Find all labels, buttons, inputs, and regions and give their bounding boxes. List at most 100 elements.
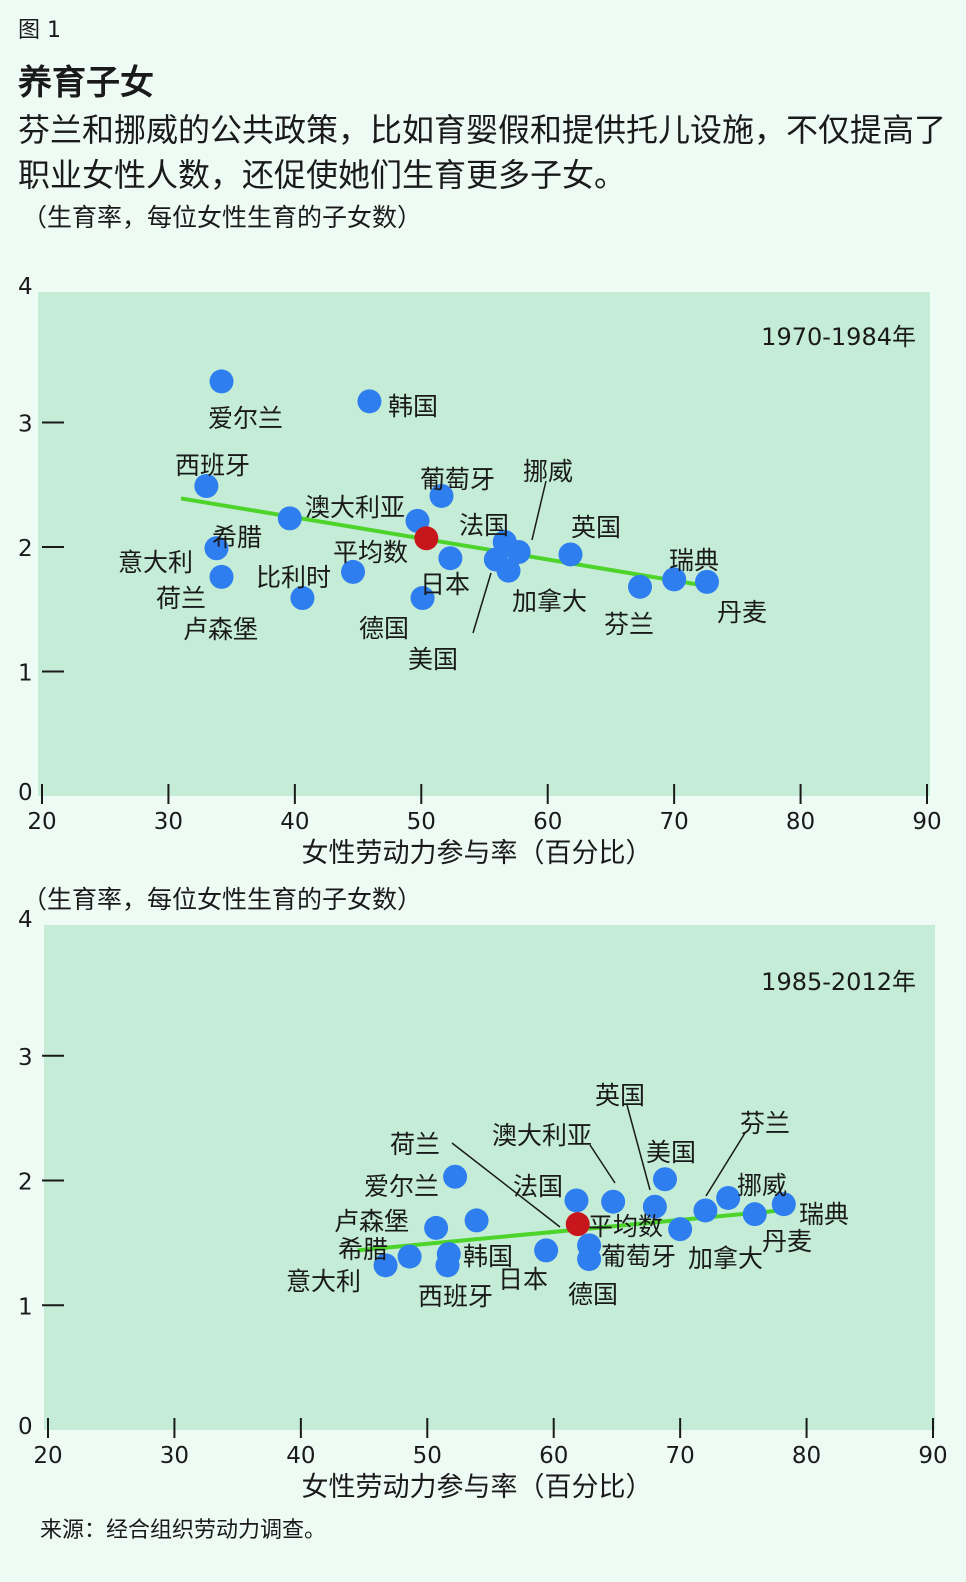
chart1-point-label: 荷兰	[156, 584, 206, 613]
chart-1970-1984: 0 1 2 3 4 20 30 40 50 60 70 80 90 女性劳动力参与率（百分比） 1970-1…	[18, 274, 942, 869]
chart2-x-tick-label: 50	[413, 1443, 442, 1469]
chart2-point-country	[373, 1253, 398, 1278]
chart1-x-tick-label: 60	[533, 809, 562, 835]
chart1-x-tick-label: 80	[786, 809, 815, 835]
chart1-point-country	[558, 542, 583, 567]
chart2-x-tick-label: 40	[286, 1443, 315, 1469]
chart2-point-label: 西班牙	[418, 1282, 493, 1311]
chart1-point-label: 丹麦	[717, 598, 767, 627]
chart1-point-label: 韩国	[388, 392, 438, 421]
figure-label: 图 1	[18, 18, 61, 43]
chart1-trend-line	[180, 496, 713, 589]
chart1-period-label: 1970-1984年	[761, 323, 916, 351]
chart2-point-country	[642, 1194, 667, 1219]
chart1-x-tick-label: 70	[660, 809, 689, 835]
chart1-x-axis-label: 女性劳动力参与率（百分比）	[302, 838, 653, 869]
chart1-point-average	[414, 526, 439, 551]
chart2-point-country	[464, 1208, 489, 1233]
chart1-y-tick-label: 3	[18, 412, 33, 438]
chart2-point-country	[716, 1185, 741, 1210]
chart1-point-country	[204, 536, 229, 561]
chart1-point-label: 西班牙	[175, 451, 250, 480]
chart1-point-country	[438, 546, 463, 571]
chart2-point-label: 澳大利亚	[492, 1121, 592, 1150]
chart1-leader-line	[472, 572, 492, 634]
chart2-point-label: 希腊	[338, 1235, 388, 1264]
chart1-point-label: 加拿大	[512, 587, 587, 616]
chart2-point-country	[652, 1167, 677, 1192]
chart2-x-tick-label: 80	[792, 1443, 821, 1469]
chart2-point-country	[436, 1242, 461, 1267]
chart1-x-tick-label: 20	[27, 809, 56, 835]
chart1-point-label: 意大利	[118, 548, 193, 577]
chart1-plot-area	[38, 292, 930, 796]
chart1-point-label: 英国	[571, 513, 621, 542]
chart-1985-2012: 0 1 2 3 4 20 30 40 50 60 70 80 90 女性劳动力参与率（百分比） 1985-2…	[18, 907, 948, 1503]
chart2-point-country	[771, 1192, 796, 1217]
chart2-leader-line	[451, 1142, 561, 1228]
chart1-leader-line	[531, 480, 547, 541]
chart1-point-country	[506, 539, 531, 564]
chart1-point-country	[429, 483, 454, 508]
chart2-y-tick-label: 1	[18, 1294, 33, 1320]
chart1-point-label: 瑞典	[669, 546, 719, 575]
chart2-point-country	[424, 1215, 449, 1240]
chart2-leader-line	[589, 1144, 616, 1184]
chart2-x-tick-label: 20	[33, 1443, 62, 1469]
chart1-point-label: 比利时	[256, 563, 331, 592]
chart1-point-country	[662, 567, 687, 592]
chart1-point-country	[628, 574, 653, 599]
chart1-point-country	[357, 389, 382, 414]
figure-subtitle: 芬兰和挪威的公共政策，比如育婴假和提供托儿设施，不仅提高了职业女性人数，还促使她…	[18, 111, 947, 194]
chart2-point-label: 荷兰	[390, 1130, 440, 1159]
chart2-x-axis-label: 女性劳动力参与率（百分比）	[302, 1472, 653, 1503]
chart1-point-label: 平均数	[333, 538, 408, 567]
chart2-point-label: 葡萄牙	[601, 1242, 676, 1271]
chart2-leader-line	[705, 1132, 746, 1197]
chart1-point-label: 澳大利亚	[305, 493, 405, 522]
chart1-y-tick-label: 0	[18, 780, 33, 806]
chart1-point-country	[695, 569, 720, 594]
chart1-y-tick-label: 1	[18, 661, 33, 687]
chart1-y-axis-label: （生育率，每位女性生育的子女数）	[22, 203, 423, 232]
chart1-point-label: 日本	[420, 570, 470, 599]
chart2-point-label: 加拿大	[688, 1244, 763, 1273]
chart2-y-axis-label: （生育率，每位女性生育的子女数）	[22, 885, 423, 914]
chart2-x-tick-label: 60	[539, 1443, 568, 1469]
chart1-point-label: 希腊	[212, 523, 262, 552]
source-note: 来源：经合组织劳动力调查。	[40, 1518, 327, 1543]
chart2-x-tick-label: 30	[160, 1443, 189, 1469]
chart1-x-tick-label: 30	[154, 809, 183, 835]
chart2-y-tick-label: 4	[18, 907, 33, 933]
chart1-point-label: 德国	[359, 614, 409, 643]
chart2-point-country	[577, 1233, 602, 1258]
chart1-point-country	[290, 586, 315, 611]
chart2-point-label: 韩国	[463, 1242, 513, 1271]
chart1-x-tick-label: 40	[280, 809, 309, 835]
chart2-y-tick-label: 2	[18, 1170, 33, 1196]
chart2-point-label: 丹麦	[762, 1227, 812, 1256]
chart1-x-tick-label: 90	[912, 809, 941, 835]
chart1-point-country	[410, 586, 435, 611]
chart2-point-country	[564, 1188, 589, 1213]
chart2-period-label: 1985-2012年	[761, 968, 916, 996]
chart1-point-country	[496, 558, 521, 583]
chart2-point-label: 美国	[646, 1138, 696, 1167]
chart1-point-country	[277, 506, 302, 531]
chart2-point-label: 卢森堡	[334, 1207, 409, 1236]
chart2-point-label: 瑞典	[799, 1200, 849, 1229]
chart2-point-label: 爱尔兰	[364, 1172, 439, 1201]
chart2-x-tick-label: 90	[918, 1443, 947, 1469]
chart1-point-country	[209, 369, 234, 394]
chart2-point-country	[534, 1238, 559, 1263]
figure-title: 养育子女	[18, 63, 154, 103]
chart2-point-average	[565, 1212, 590, 1237]
chart2-point-label: 日本	[498, 1265, 548, 1294]
chart2-point-label: 挪威	[737, 1171, 787, 1200]
chart1-point-label: 爱尔兰	[208, 404, 283, 433]
chart2-point-country	[601, 1189, 626, 1214]
chart2-point-country	[443, 1164, 468, 1189]
chart2-x-tick-label: 70	[666, 1443, 695, 1469]
chart2-point-country	[668, 1217, 693, 1242]
chart2-y-tick-label: 0	[18, 1414, 33, 1440]
